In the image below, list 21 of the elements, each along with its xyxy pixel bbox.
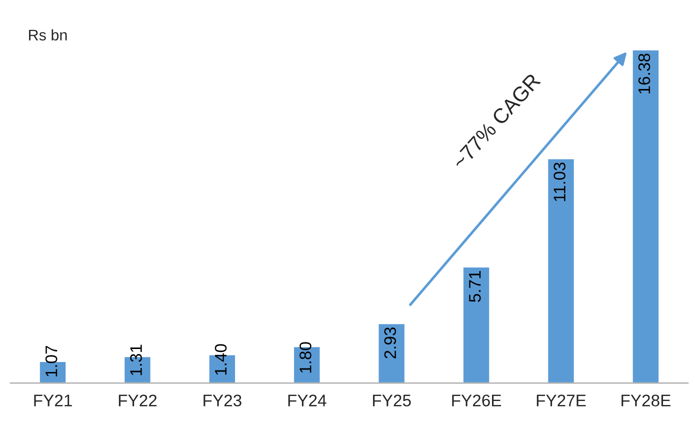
x-tick-label: FY21 <box>34 394 72 406</box>
data-label: 2.93 <box>384 327 396 358</box>
y-axis-title: Rs bn <box>29 29 67 40</box>
x-tick-label: FY25 <box>373 394 411 406</box>
data-label: 1.31 <box>130 344 142 376</box>
data-label: 1.07 <box>45 346 58 376</box>
bar <box>462 266 491 384</box>
x-tick-label: FY24 <box>288 394 326 406</box>
bar <box>377 322 406 384</box>
data-label: 1.40 <box>214 344 227 375</box>
x-tick-label: FY23 <box>204 394 242 406</box>
data-label: 1.80 <box>300 342 312 373</box>
bar <box>546 158 576 384</box>
x-tick-label: FY22 <box>118 394 157 406</box>
data-label: 5.71 <box>469 270 481 302</box>
bar <box>631 48 660 384</box>
data-label: 16.38 <box>638 54 650 94</box>
x-tick-label: FY26E <box>452 394 502 406</box>
data-label: 11.03 <box>554 162 566 202</box>
x-tick-label: FY28E <box>622 394 670 406</box>
x-tick-label: FY27E <box>536 394 586 406</box>
